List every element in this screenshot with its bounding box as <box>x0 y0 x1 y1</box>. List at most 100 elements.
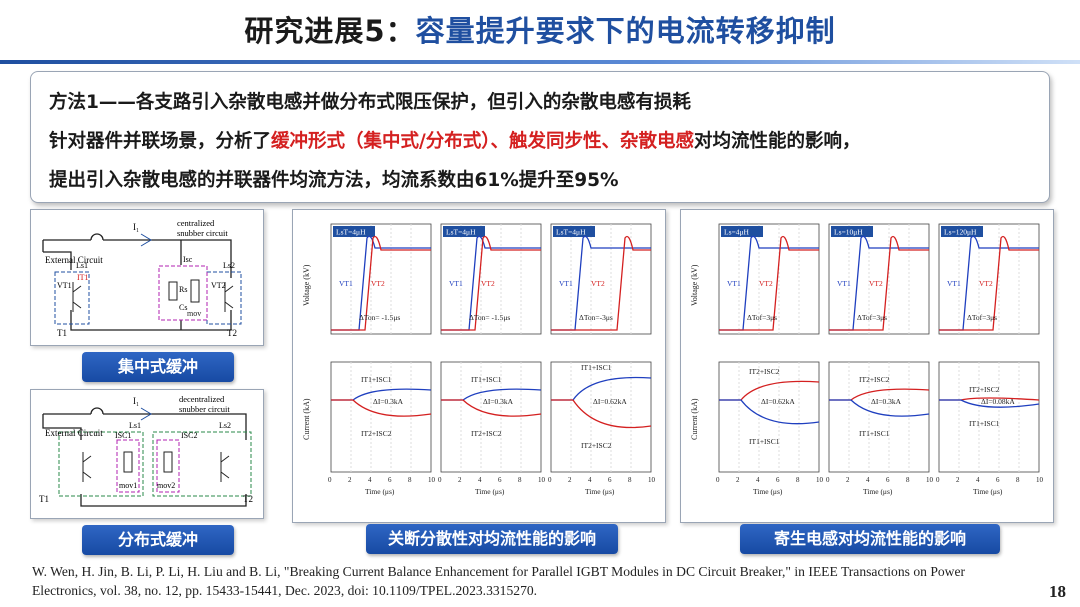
vt2-label: VT2 <box>869 279 883 288</box>
current-label-top: IT2+ISC2 <box>969 385 1000 394</box>
x-tick-label: 8 <box>1016 476 1020 484</box>
summary-line-3: 提出引入杂散电感的并联器件均流方法，均流系数由61%提升至95% <box>49 170 619 191</box>
voltage-plot-frame <box>938 223 1040 335</box>
x-tick-label: 4 <box>368 476 372 484</box>
current-trace-upper <box>719 380 820 401</box>
x-tick-label: 4 <box>976 476 980 484</box>
current-plot-frame <box>440 361 542 473</box>
delay-label: ΔTof=3μs <box>857 313 887 322</box>
vt2-trace <box>441 235 541 331</box>
current-trace-lower <box>551 399 652 429</box>
current-label-bottom: IT1+ISC1 <box>749 437 780 446</box>
y-axis-label-voltage: Voltage (kV) <box>302 264 311 306</box>
label-t1-2: T1 <box>39 494 49 504</box>
vt1-trace <box>441 235 541 331</box>
delta-i-label: ΔI=0.3kA <box>373 397 404 406</box>
vt2-label: VT2 <box>481 279 495 288</box>
caption-distributed: 分布式缓冲 <box>82 525 234 555</box>
current-plot-frame <box>550 361 652 473</box>
x-axis-label: Time (μs) <box>863 487 893 496</box>
delta-i-label: ΔI=0.3kA <box>483 397 514 406</box>
x-tick-label: 8 <box>408 476 412 484</box>
label-vt1: VT1 <box>57 281 72 290</box>
current-label-top: IT2+ISC2 <box>749 367 780 376</box>
label-vt2: VT2 <box>211 281 226 290</box>
current-label-top: IT1+ISC1 <box>581 363 612 372</box>
voltage-plot-frame <box>550 223 652 335</box>
x-tick-label: 6 <box>776 476 780 484</box>
current-plot-frame <box>938 361 1040 473</box>
voltage-plot-frame <box>718 223 820 335</box>
current-label-bottom: IT2+ISC2 <box>581 441 612 450</box>
summary-line-2-c: 对均流性能的影响， <box>694 131 861 152</box>
label-t1: T1 <box>57 328 67 338</box>
vt1-label: VT1 <box>837 279 851 288</box>
vt2-label: VT2 <box>591 279 605 288</box>
vt1-trace <box>331 235 431 331</box>
delta-i-label: ΔI=0.3kA <box>871 397 902 406</box>
delay-label: ΔTon= -1.5μs <box>359 313 400 322</box>
x-tick-label: 0 <box>936 476 940 484</box>
vt2-label: VT2 <box>979 279 993 288</box>
voltage-plot-frame <box>440 223 542 335</box>
caption-dispersion: 关断分散性对均流性能的影响 <box>366 524 618 554</box>
x-tick-label: 4 <box>478 476 482 484</box>
caption-centralized: 集中式缓冲 <box>82 352 234 382</box>
x-tick-label: 4 <box>588 476 592 484</box>
parasitic-waveforms: Ls=4μH ΔTof=3μs VT1 VT2 ΔI=0.62kA IT2+ISC2 IT1… <box>690 223 1044 496</box>
x-tick-label: 10 <box>538 476 546 484</box>
page-number: 18 <box>1049 582 1066 601</box>
x-tick-label: 2 <box>568 476 572 484</box>
label-t2: T2 <box>227 328 237 338</box>
delay-label: ΔTof=3μs <box>967 313 997 322</box>
voltage-plot-frame <box>828 223 930 335</box>
summary-line-1: 方法1——各支路引入杂散电感并做分布式限压保护，但引入的杂散电感有损耗 <box>49 92 691 113</box>
title-main: 容量提升要求下的电流转移抑制 <box>415 14 836 48</box>
label-decentralized-2: snubber circuit <box>179 404 230 414</box>
x-axis-label: Time (μs) <box>753 487 783 496</box>
vt1-trace <box>829 235 929 331</box>
vt1-trace <box>939 235 1039 331</box>
current-trace-upper <box>331 388 432 401</box>
slide-title: 研究进展5：容量提升要求下的电流转移抑制 <box>0 8 1080 50</box>
x-tick-label: 10 <box>648 476 656 484</box>
label-ls1: Ls1 <box>76 261 88 270</box>
y-axis-label-current: Current (kA) <box>302 398 311 440</box>
x-tick-label: 0 <box>716 476 720 484</box>
inductance-tag <box>721 226 763 237</box>
summary-line-2-a: 针对器件并联场景，分析了 <box>49 131 272 152</box>
current-plot-frame <box>330 361 432 473</box>
x-axis-label: Time (μs) <box>585 487 615 496</box>
inductance-tag-label: Ls=10μH <box>834 228 863 237</box>
current-label-top: IT1+ISC1 <box>471 375 502 384</box>
parasitic-waveform-panel: Ls=4μH ΔTof=3μs VT1 VT2 ΔI=0.62kA IT2+ISC2 IT1… <box>680 209 1054 523</box>
label-t2-2: T2 <box>243 494 253 504</box>
x-tick-label: 8 <box>906 476 910 484</box>
x-tick-label: 6 <box>498 476 502 484</box>
delay-label: ΔTon= -1.5μs <box>469 313 510 322</box>
x-tick-label: 10 <box>816 476 824 484</box>
title-divider <box>0 60 1080 64</box>
summary-line-2: 针对器件并联场景，分析了缓冲形式（集中式/分布式）、触发同步性、杂散电感对均流性… <box>49 127 861 153</box>
x-tick-label: 8 <box>796 476 800 484</box>
label-decentralized: decentralized <box>179 394 225 404</box>
x-tick-label: 2 <box>458 476 462 484</box>
x-tick-label: 2 <box>956 476 960 484</box>
x-tick-label: 6 <box>388 476 392 484</box>
x-tick-label: 0 <box>328 476 332 484</box>
vt1-label: VT1 <box>727 279 741 288</box>
current-plot-frame <box>828 361 930 473</box>
x-tick-label: 10 <box>428 476 436 484</box>
vt1-trace <box>719 235 819 331</box>
x-tick-label: 10 <box>1036 476 1044 484</box>
vt1-trace <box>551 235 651 331</box>
label-mov2: mov2 <box>157 481 175 490</box>
vt1-label: VT1 <box>449 279 463 288</box>
x-tick-label: 6 <box>996 476 1000 484</box>
label-ls1-2: Ls1 <box>129 421 141 430</box>
label-ls2: Ls2 <box>223 261 235 270</box>
delta-i-label: ΔI=0.62kA <box>593 397 627 406</box>
vt2-label: VT2 <box>759 279 773 288</box>
label-mov1: mov1 <box>119 481 137 490</box>
vt1-label: VT1 <box>559 279 573 288</box>
